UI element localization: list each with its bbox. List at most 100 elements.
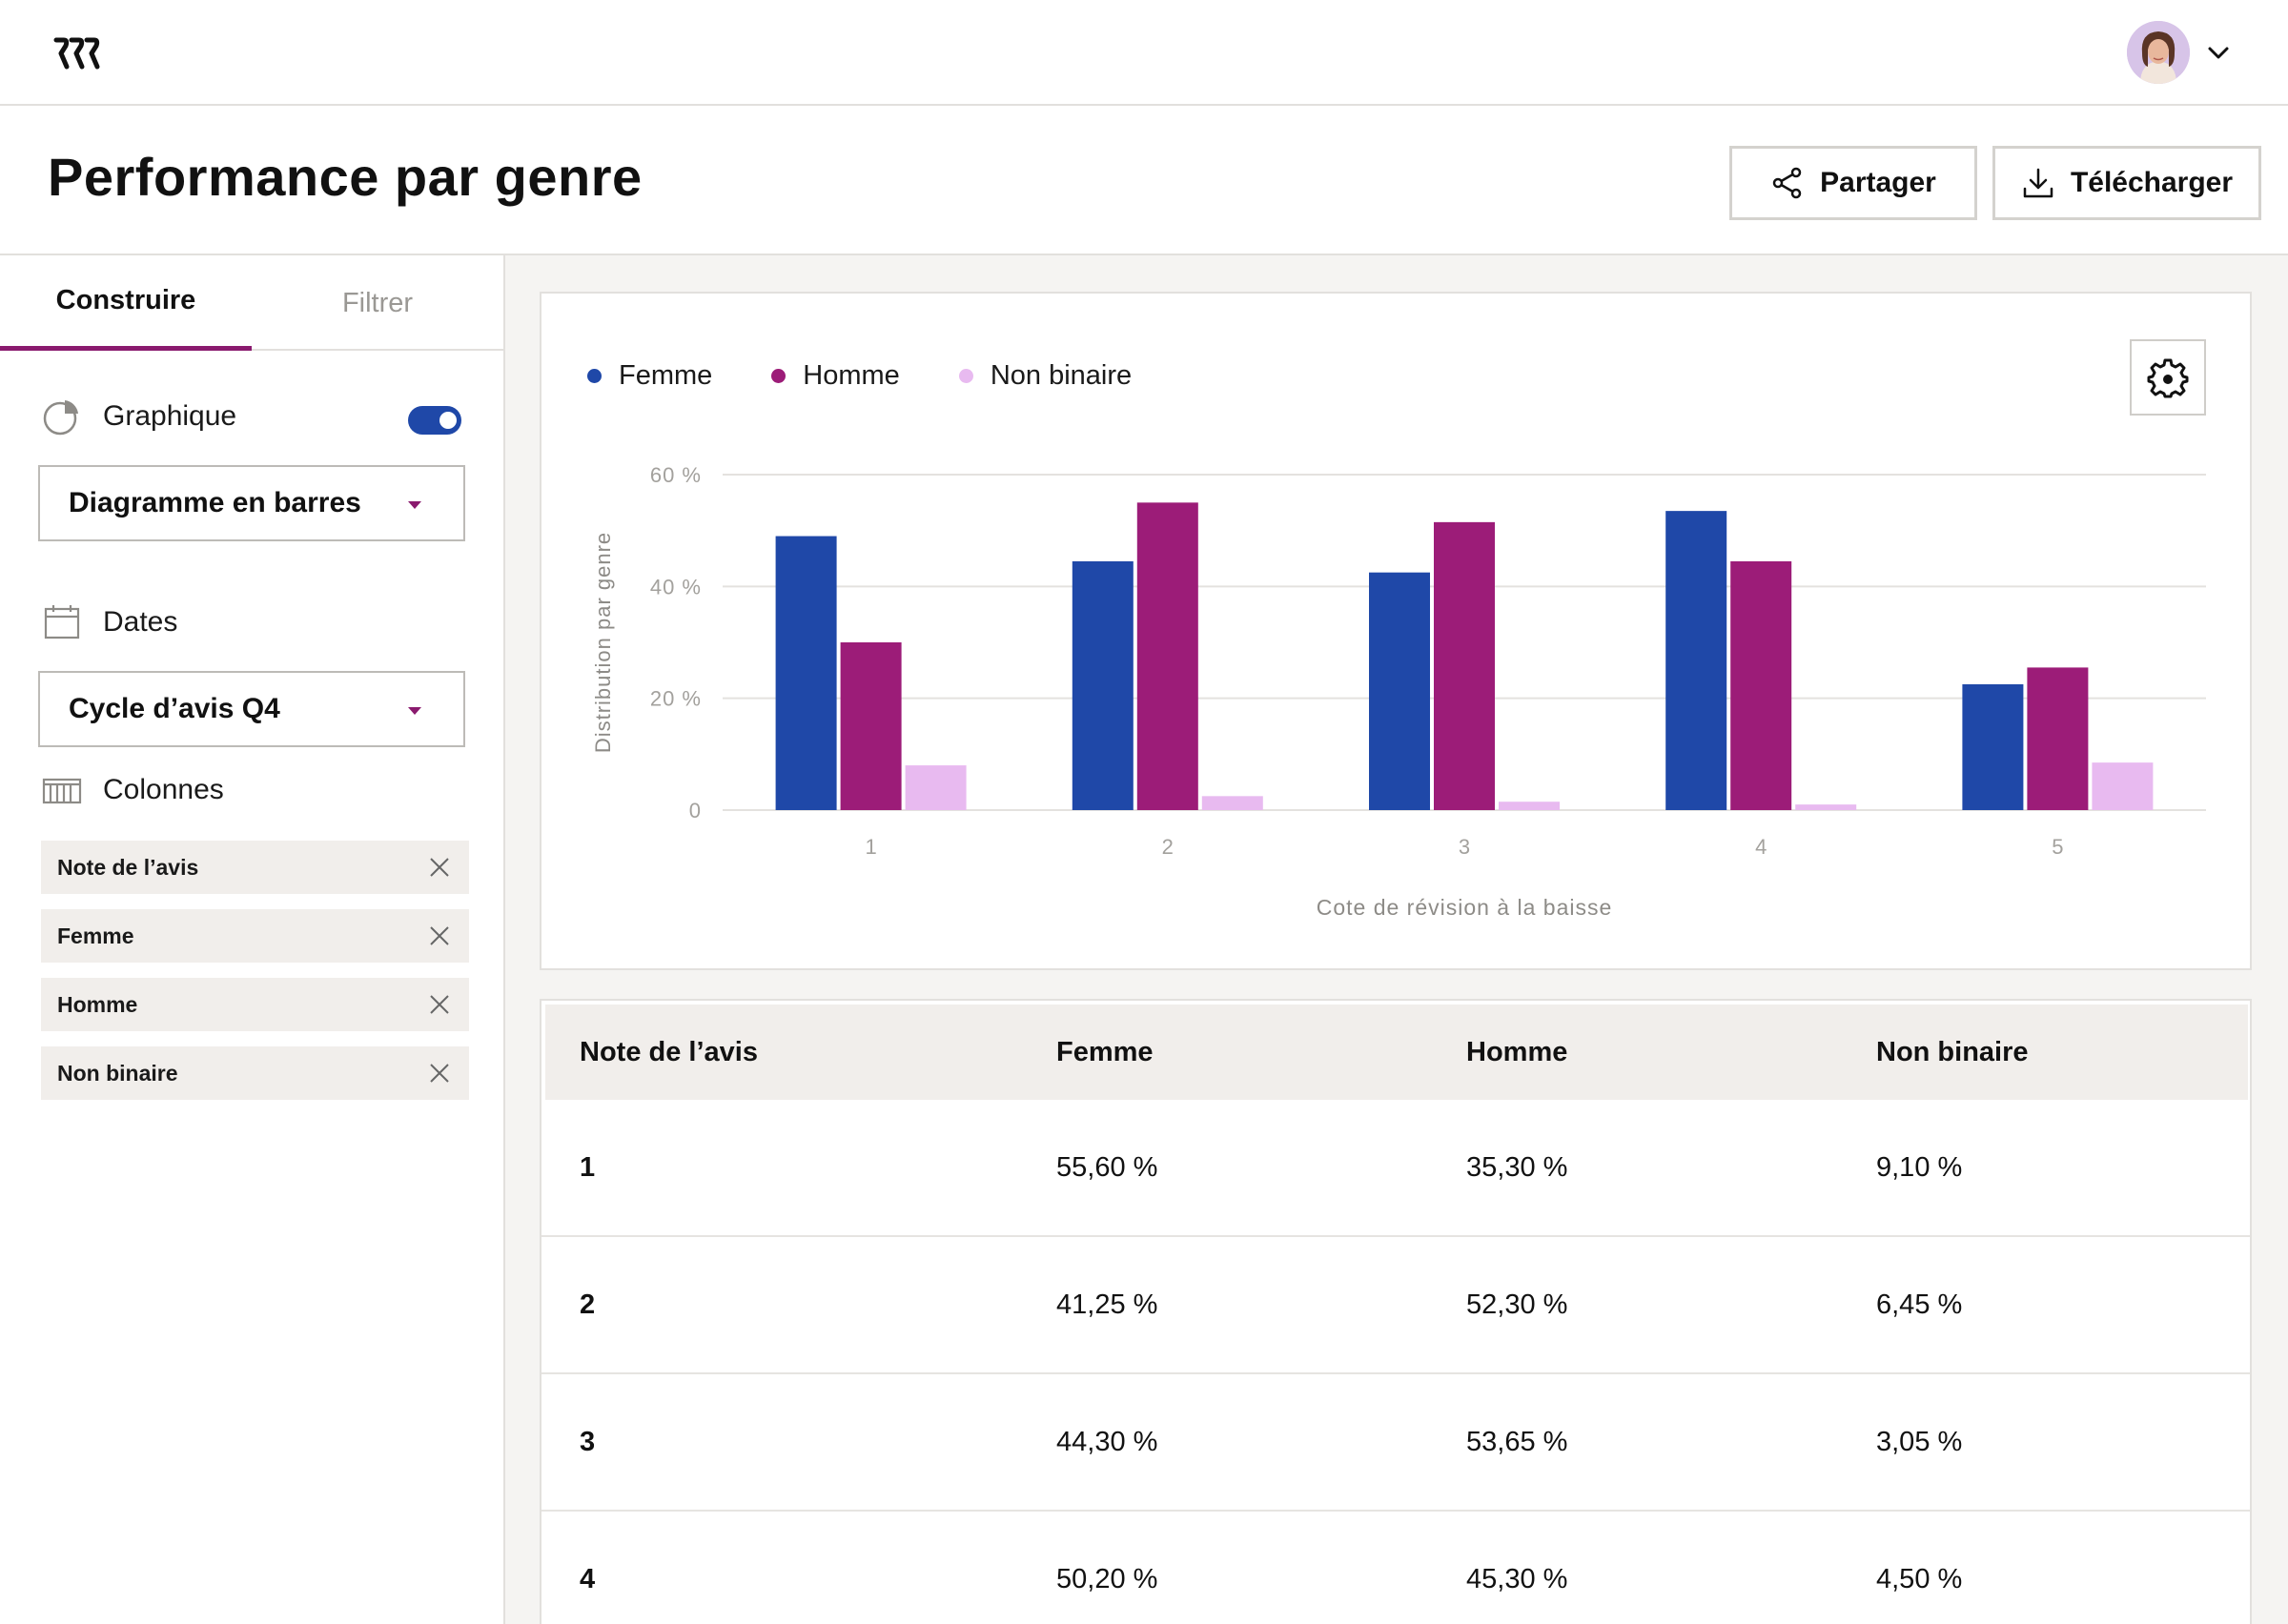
table-cell: 4	[580, 1564, 596, 1594]
x-tick-label: 1	[865, 835, 876, 859]
x-tick-label: 5	[2052, 835, 2063, 859]
bar-femme	[1072, 560, 1134, 810]
y-tick-label: 0	[689, 799, 702, 822]
dates-value: Cycle d’avis Q4	[69, 693, 280, 724]
calendar-icon	[44, 605, 80, 639]
column-chip-non-binaire: Non binaire	[41, 1046, 469, 1100]
column-chip-femme: Femme	[41, 909, 469, 963]
bar-non-binaire	[1795, 804, 1857, 810]
chart-toggle[interactable]	[408, 406, 461, 435]
chart-type-select[interactable]: Diagramme en barres	[38, 465, 465, 541]
dates-select[interactable]: Cycle d’avis Q4	[38, 671, 465, 747]
legend-item-non-binaire: Non binaire	[958, 360, 1133, 392]
table-header: Note de l’avis Femme Homme Non binaire	[545, 1005, 2248, 1100]
table-cell: 53,65 %	[1466, 1427, 1568, 1457]
column-chip-homme: Homme	[41, 978, 469, 1031]
table-row: 1 55,60 % 35,30 % 9,10 %	[541, 1100, 2250, 1237]
page-title: Performance par genre	[48, 147, 643, 207]
bar-non-binaire	[2092, 762, 2154, 810]
x-tick-label: 2	[1162, 835, 1174, 859]
dates-section: Dates	[42, 602, 177, 642]
table-cell: 45,30 %	[1466, 1564, 1568, 1594]
close-icon[interactable]	[429, 925, 450, 946]
chart-section-label: Graphique	[103, 400, 237, 432]
chevron-down-icon[interactable]	[2206, 42, 2231, 63]
x-tick-label: 4	[1755, 835, 1767, 859]
bar-non-binaire	[905, 765, 967, 810]
chip-label: Non binaire	[57, 1060, 178, 1086]
table-cell: 3	[580, 1427, 596, 1457]
x-tick-label: 3	[1459, 835, 1470, 859]
bar-femme	[775, 536, 837, 810]
close-icon[interactable]	[429, 857, 450, 878]
tab-filter[interactable]: Filtrer	[341, 287, 414, 318]
y-axis-title: Distribution par genre	[591, 532, 615, 753]
caret-down-icon	[408, 501, 421, 509]
close-icon[interactable]	[429, 1063, 450, 1084]
table-cell: 4,50 %	[1876, 1564, 1963, 1594]
table-row: 2 41,25 % 52,30 % 6,45 %	[541, 1237, 2250, 1374]
bar-homme	[1730, 560, 1792, 810]
chart-settings-button[interactable]	[2130, 339, 2206, 416]
table-cell: 9,10 %	[1876, 1152, 1963, 1183]
table-cell: 3,05 %	[1876, 1427, 1963, 1457]
column-header-femme[interactable]: Femme	[1056, 1037, 1154, 1067]
y-tick-label: 40 %	[650, 575, 702, 599]
table-cell: 52,30 %	[1466, 1289, 1568, 1320]
bar-chart: 0 20 % 40 % 60 % 1 2 3 4 5 Cote de révision à la …	[591, 463, 2206, 920]
chip-label: Femme	[57, 923, 134, 948]
y-tick-label: 20 %	[650, 687, 702, 711]
share-icon	[1772, 167, 1802, 199]
download-button[interactable]: Télécharger	[1992, 146, 2261, 220]
bar-femme	[1962, 684, 2024, 810]
y-tick-label: 60 %	[650, 463, 702, 487]
legend-item-homme: Homme	[771, 360, 900, 392]
close-icon[interactable]	[429, 994, 450, 1015]
data-table: Note de l’avis Femme Homme Non binaire 1…	[540, 999, 2252, 1624]
table-cell: 1	[580, 1152, 596, 1183]
table-cell: 6,45 %	[1876, 1289, 1963, 1320]
pie-chart-icon	[43, 400, 78, 436]
table-cell: 44,30 %	[1056, 1427, 1158, 1457]
share-button[interactable]: Partager	[1729, 146, 1977, 220]
table-cell: 50,20 %	[1056, 1564, 1158, 1594]
builder-sidebar: Construire Filtrer Graphique Diagramme e…	[0, 255, 505, 1624]
table-cell: 2	[580, 1289, 596, 1320]
company-logo-icon[interactable]	[52, 36, 102, 71]
chart-legend: Femme Homme Non binaire	[587, 360, 1132, 392]
bar-homme	[1136, 502, 1198, 810]
table-cell: 35,30 %	[1466, 1152, 1568, 1183]
tab-build[interactable]: Construire	[0, 255, 252, 351]
legend-label-homme: Homme	[803, 360, 900, 391]
legend-dot-femme	[587, 369, 602, 383]
table-cell: 41,25 %	[1056, 1289, 1158, 1320]
bar-homme	[1434, 521, 1495, 810]
table-cell: 55,60 %	[1056, 1152, 1158, 1183]
share-button-label: Partager	[1820, 167, 1936, 198]
gear-icon	[2147, 358, 2189, 398]
bar-femme	[1369, 572, 1430, 810]
legend-item-femme: Femme	[587, 360, 712, 392]
column-header-homme[interactable]: Homme	[1466, 1037, 1568, 1067]
column-header-review-note[interactable]: Note de l’avis	[580, 1037, 758, 1067]
bar-homme	[2027, 667, 2089, 810]
bar-homme	[840, 642, 902, 810]
download-button-label: Télécharger	[2070, 167, 2234, 198]
top-bar	[0, 0, 2288, 106]
chip-label: Note de l’avis	[57, 854, 199, 880]
column-header-non-binaire[interactable]: Non binaire	[1876, 1037, 2029, 1067]
bar-non-binaire	[1499, 802, 1560, 810]
legend-label-femme: Femme	[619, 360, 713, 391]
bar-femme	[1665, 511, 1727, 810]
table-row: 3 44,30 % 53,65 % 3,05 %	[541, 1374, 2250, 1512]
user-avatar-icon[interactable]	[2127, 21, 2190, 84]
columns-table-icon	[42, 778, 82, 804]
page-header: Performance par genre Partager Télécharg…	[0, 106, 2288, 255]
sidebar-tabs: Construire Filtrer	[0, 255, 503, 351]
legend-label-non-binaire: Non binaire	[990, 360, 1133, 391]
column-chip-review-note: Note de l’avis	[41, 841, 469, 894]
dates-section-label: Dates	[103, 606, 178, 638]
legend-dot-homme	[771, 369, 786, 383]
columns-section-label: Colonnes	[103, 774, 224, 805]
columns-section: Colonnes	[42, 770, 224, 810]
